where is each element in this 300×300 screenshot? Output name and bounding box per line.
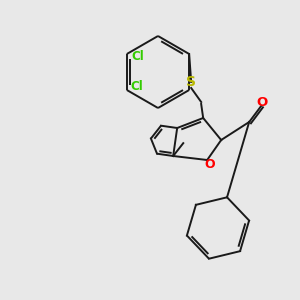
Text: O: O [256,97,268,110]
Text: Cl: Cl [132,50,145,64]
Text: O: O [205,158,215,170]
Text: Cl: Cl [131,80,144,94]
Text: S: S [186,75,196,89]
